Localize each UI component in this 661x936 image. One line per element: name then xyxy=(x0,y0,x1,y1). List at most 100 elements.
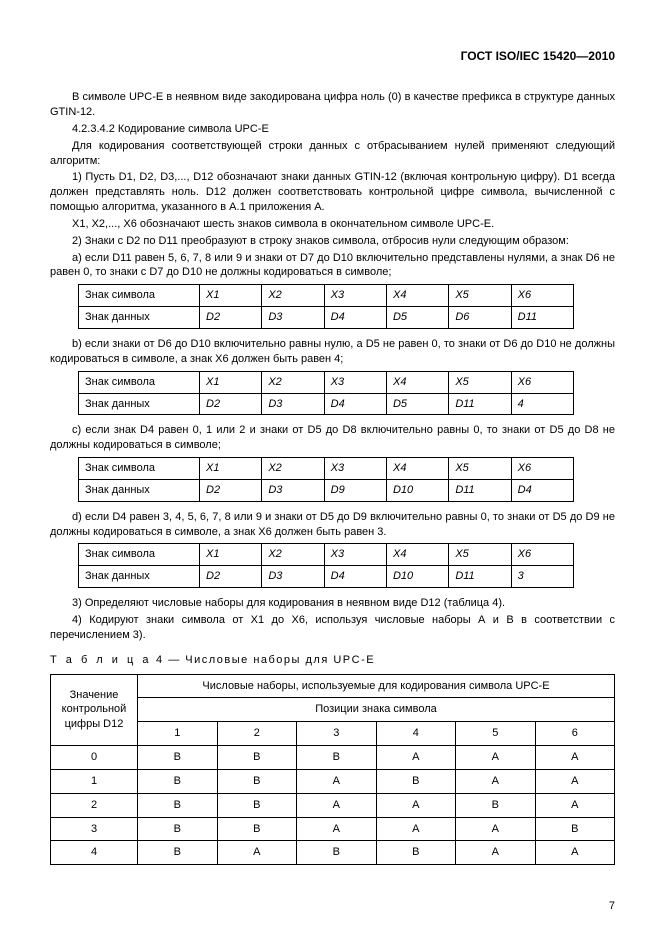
cell: B xyxy=(456,793,536,817)
cell: D4 xyxy=(324,307,386,329)
cell-label: Знак данных xyxy=(79,307,200,329)
cell: D11 xyxy=(449,479,511,501)
para-section-num: 4.2.3.4.2 Кодирование символа UPC-E xyxy=(50,122,615,137)
table-row: 2 B B A A B A xyxy=(51,793,615,817)
cell: D10 xyxy=(386,566,448,588)
cell: A xyxy=(376,793,456,817)
cell: B xyxy=(138,746,218,770)
cell: X5 xyxy=(449,371,511,393)
cell: A xyxy=(376,817,456,841)
cell: D2 xyxy=(200,566,262,588)
cell: X3 xyxy=(324,544,386,566)
cell: 4 xyxy=(51,841,138,865)
table-row: Знак данных D2 D3 D4 D5 D6 D11 xyxy=(79,307,574,329)
cell-label: Знак символа xyxy=(79,285,200,307)
para-step2: 2) Знаки с D2 по D11 преобразуют в строк… xyxy=(50,234,615,249)
cell: A xyxy=(535,769,615,793)
para-step3: 3) Определяют числовые наборы для кодиро… xyxy=(50,596,615,611)
cell: D11 xyxy=(511,307,573,329)
cell: 3 xyxy=(51,817,138,841)
cell: D4 xyxy=(511,479,573,501)
t4-col: 3 xyxy=(297,722,377,746)
cell: 2 xyxy=(51,793,138,817)
cell: D2 xyxy=(200,393,262,415)
cell: X1 xyxy=(200,458,262,480)
table-row: Знак символа X1 X2 X3 X4 X5 X6 xyxy=(79,458,574,480)
cell: X2 xyxy=(262,458,324,480)
table-case-c: Знак символа X1 X2 X3 X4 X5 X6 Знак данн… xyxy=(78,457,574,502)
table-row: Знак данных D2 D3 D9 D10 D11 D4 xyxy=(79,479,574,501)
cell: X2 xyxy=(262,544,324,566)
cell: X1 xyxy=(200,285,262,307)
cell: X6 xyxy=(511,285,573,307)
table-case-a: Знак символа X1 X2 X3 X4 X5 X6 Знак данн… xyxy=(78,284,574,329)
cell: 3 xyxy=(511,566,573,588)
cell: B xyxy=(535,817,615,841)
cell: D4 xyxy=(324,566,386,588)
cell: B xyxy=(217,817,297,841)
cell: D3 xyxy=(262,307,324,329)
table-row: Знак данных D2 D3 D4 D5 D11 4 xyxy=(79,393,574,415)
cell: A xyxy=(456,769,536,793)
para-intro: В символе UPC-E в неявном виде закодиров… xyxy=(50,90,615,120)
cell: B xyxy=(138,769,218,793)
cell: D3 xyxy=(262,566,324,588)
cell: X4 xyxy=(386,458,448,480)
cell: X6 xyxy=(511,371,573,393)
cell: D2 xyxy=(200,479,262,501)
cell: B xyxy=(297,841,377,865)
cell-label: Знак символа xyxy=(79,458,200,480)
cell: D4 xyxy=(324,393,386,415)
cell: X4 xyxy=(386,544,448,566)
para-step4: 4) Кодируют знаки символа от X1 до X6, и… xyxy=(50,613,615,643)
cell: 4 xyxy=(511,393,573,415)
caption-word: Т а б л и ц а xyxy=(50,654,151,666)
t4-col: 6 xyxy=(535,722,615,746)
cell: D11 xyxy=(449,566,511,588)
cell: X1 xyxy=(200,544,262,566)
cell: B xyxy=(376,769,456,793)
table-row: Знак символа X1 X2 X3 X4 X5 X6 xyxy=(79,371,574,393)
table-case-b: Знак символа X1 X2 X3 X4 X5 X6 Знак данн… xyxy=(78,371,574,416)
cell: X2 xyxy=(262,371,324,393)
t4-head-mid: Позиции знака символа xyxy=(138,698,615,722)
cell: D2 xyxy=(200,307,262,329)
page-header: ГОСТ ISO/IEC 15420—2010 xyxy=(50,48,615,64)
cell: X2 xyxy=(262,285,324,307)
t4-col: 4 xyxy=(376,722,456,746)
cell-label: Знак данных xyxy=(79,393,200,415)
cell: B xyxy=(217,793,297,817)
cell: X6 xyxy=(511,458,573,480)
t4-col: 1 xyxy=(138,722,218,746)
cell: X3 xyxy=(324,285,386,307)
cell: A xyxy=(535,746,615,770)
cell: X5 xyxy=(449,544,511,566)
cell: A xyxy=(376,746,456,770)
para-case-d: d) если D4 равен 3, 4, 5, 6, 7, 8 или 9 … xyxy=(50,510,615,540)
cell: D11 xyxy=(449,393,511,415)
cell: B xyxy=(138,841,218,865)
cell: D10 xyxy=(386,479,448,501)
cell: B xyxy=(376,841,456,865)
cell: D9 xyxy=(324,479,386,501)
t4-head-top: Числовые наборы, используемые для кодиро… xyxy=(138,674,615,698)
cell-label: Знак данных xyxy=(79,566,200,588)
cell: A xyxy=(297,793,377,817)
t4-col: 2 xyxy=(217,722,297,746)
t4-col: 5 xyxy=(456,722,536,746)
cell: X6 xyxy=(511,544,573,566)
cell-label: Знак данных xyxy=(79,479,200,501)
cell: X5 xyxy=(449,285,511,307)
table-row: Знак символа X1 X2 X3 X4 X5 X6 xyxy=(79,544,574,566)
table-row: 4 B A B B A A xyxy=(51,841,615,865)
cell: X4 xyxy=(386,285,448,307)
cell: X3 xyxy=(324,458,386,480)
cell: X5 xyxy=(449,458,511,480)
cell: B xyxy=(138,817,218,841)
cell: D6 xyxy=(449,307,511,329)
cell: A xyxy=(456,746,536,770)
para-x-def: X1, X2,..., X6 обозначают шесть знаков с… xyxy=(50,217,615,232)
table-row: Значение контрольной цифры D12 Числовые … xyxy=(51,674,615,698)
table-row: 3 B B A A A B xyxy=(51,817,615,841)
cell: A xyxy=(456,841,536,865)
